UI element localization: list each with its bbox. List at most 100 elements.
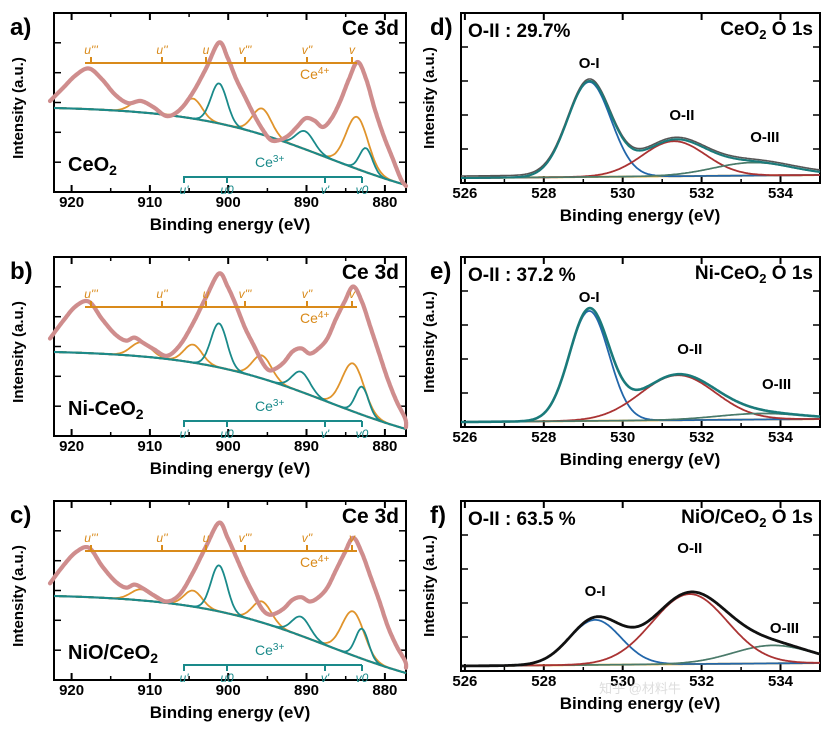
svg-text:v': v' [321,183,330,197]
svg-text:O-III: O-III [762,376,791,393]
svg-text:u''': u''' [84,287,98,301]
svg-text:v0: v0 [356,183,369,197]
svg-text:e): e) [430,258,451,285]
svg-text:a): a) [10,14,31,41]
svg-text:Intensity (a.u.): Intensity (a.u.) [10,301,27,403]
svg-text:530: 530 [610,429,635,446]
svg-text:920: 920 [59,438,84,455]
svg-text:u: u [203,287,210,301]
svg-text:v''': v''' [239,531,253,545]
svg-text:c): c) [10,502,31,529]
svg-text:880: 880 [372,682,397,699]
svg-text:Ce3+: Ce3+ [255,154,284,170]
svg-text:Intensity (a.u.): Intensity (a.u.) [421,535,438,637]
svg-text:890: 890 [294,682,319,699]
svg-text:O-I: O-I [579,289,600,306]
svg-text:u'': u'' [156,43,168,57]
svg-text:u: u [203,531,210,545]
svg-text:Intensity (a.u.): Intensity (a.u.) [421,291,438,393]
svg-text:O-I: O-I [585,583,606,600]
svg-text:Binding energy (eV): Binding energy (eV) [150,215,311,234]
svg-text:Binding energy (eV): Binding energy (eV) [150,703,311,722]
svg-text:u''': u''' [84,43,98,57]
svg-text:v'': v'' [302,531,313,545]
svg-text:528: 528 [531,673,556,690]
svg-text:v': v' [321,671,330,685]
svg-text:Binding energy (eV): Binding energy (eV) [150,459,311,478]
svg-text:O-III: O-III [770,620,799,637]
svg-text:Ce 3d: Ce 3d [342,505,399,528]
svg-text:v: v [349,43,356,57]
svg-text:534: 534 [768,429,794,446]
svg-text:910: 910 [137,682,162,699]
svg-text:Ni-CeO2: Ni-CeO2 [68,398,144,422]
svg-text:v': v' [321,427,330,441]
svg-text:v: v [349,287,356,301]
svg-text:526: 526 [452,429,477,446]
svg-text:880: 880 [372,194,397,211]
svg-text:u0: u0 [220,183,234,197]
svg-text:u': u' [180,183,190,197]
svg-text:890: 890 [294,194,319,211]
svg-text:Intensity (a.u.): Intensity (a.u.) [10,57,27,159]
svg-text:u0: u0 [220,427,234,441]
svg-text:v'': v'' [302,43,313,57]
svg-text:910: 910 [137,194,162,211]
svg-text:528: 528 [531,429,556,446]
svg-text:u'': u'' [156,531,168,545]
svg-text:CeO2 O 1s: CeO2 O 1s [720,19,813,42]
svg-text:u': u' [180,427,190,441]
svg-text:v''': v''' [239,43,253,57]
svg-text:Binding energy (eV): Binding energy (eV) [560,206,721,225]
svg-text:920: 920 [59,194,84,211]
svg-text:u'': u'' [156,287,168,301]
svg-text:Ce4+: Ce4+ [300,66,329,82]
svg-text:530: 530 [610,185,635,202]
svg-text:890: 890 [294,438,319,455]
svg-text:Ce 3d: Ce 3d [342,261,399,284]
svg-text:532: 532 [689,429,714,446]
svg-text:Binding energy (eV): Binding energy (eV) [560,694,721,713]
svg-text:Binding energy (eV): Binding energy (eV) [560,450,721,469]
svg-text:Intensity (a.u.): Intensity (a.u.) [10,545,27,647]
svg-text:v0: v0 [356,671,369,685]
svg-text:526: 526 [452,185,477,202]
svg-text:v0: v0 [356,427,369,441]
svg-text:Ce3+: Ce3+ [255,398,284,414]
svg-text:Intensity (a.u.): Intensity (a.u.) [421,47,438,149]
svg-text:O-III: O-III [750,129,779,146]
svg-text:534: 534 [768,673,794,690]
svg-text:880: 880 [372,438,397,455]
svg-text:526: 526 [452,673,477,690]
svg-text:f): f) [430,502,446,529]
svg-text:O-II: O-II [677,540,702,557]
svg-text:Ce4+: Ce4+ [300,310,329,326]
svg-text:O-II : 29.7%: O-II : 29.7% [468,21,571,42]
svg-text:532: 532 [689,673,714,690]
svg-text:O-II: O-II [677,341,702,358]
svg-text:b): b) [10,258,33,285]
svg-text:NiO/CeO2: NiO/CeO2 [68,642,158,666]
svg-text:Ce4+: Ce4+ [300,554,329,570]
svg-text:d): d) [430,14,453,41]
svg-text:NiO/CeO2 O 1s: NiO/CeO2 O 1s [681,507,813,530]
svg-text:O-I: O-I [579,55,600,72]
svg-text:u0: u0 [220,671,234,685]
svg-text:920: 920 [59,682,84,699]
svg-text:O-II: O-II [669,107,694,124]
svg-text:v''': v''' [239,287,253,301]
svg-text:u: u [203,43,210,57]
svg-text:528: 528 [531,185,556,202]
svg-text:v: v [349,531,356,545]
svg-text:u''': u''' [84,531,98,545]
svg-text:532: 532 [689,185,714,202]
svg-text:CeO2: CeO2 [68,154,117,178]
svg-text:u': u' [180,671,190,685]
svg-text:O-II : 63.5 %: O-II : 63.5 % [468,509,576,530]
svg-text:Ce3+: Ce3+ [255,642,284,658]
svg-text:O-II : 37.2 %: O-II : 37.2 % [468,265,576,286]
svg-text:534: 534 [768,185,794,202]
svg-text:Ce 3d: Ce 3d [342,17,399,40]
svg-text:910: 910 [137,438,162,455]
svg-text:Ni-CeO2 O 1s: Ni-CeO2 O 1s [695,263,813,286]
